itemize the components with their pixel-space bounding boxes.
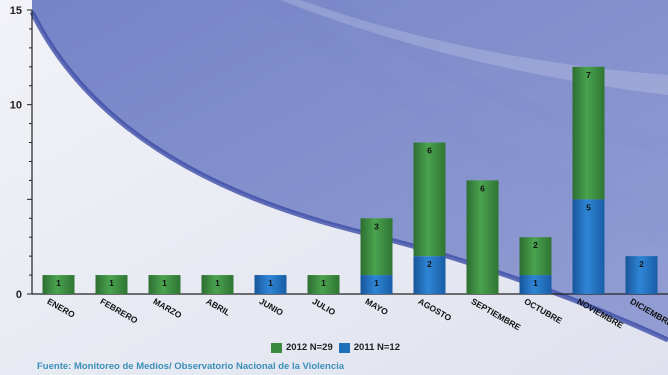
data-label: 2 [533, 240, 538, 250]
data-label: 1 [268, 278, 273, 288]
bar-segment [307, 275, 340, 294]
bar-segment [572, 199, 605, 294]
bar-segment [572, 66, 605, 200]
legend-swatch-2011 [338, 342, 350, 353]
bar-segment [413, 256, 446, 294]
legend-label-2012: 2012 N=29 [286, 342, 333, 353]
data-label: 1 [321, 278, 326, 288]
data-label: 1 [109, 278, 114, 288]
data-label: 3 [374, 221, 379, 231]
y-tick-label: 10 [10, 100, 22, 112]
bars [42, 66, 658, 294]
legend-label-2011: 2011 N=12 [353, 342, 400, 353]
bar-segment [95, 275, 128, 294]
bar-segment [360, 218, 393, 276]
source-note: Fuente: Monitoreo de Medios/ Observatori… [37, 361, 345, 372]
bar-segment [42, 275, 75, 294]
swoosh-highlight [280, 0, 668, 95]
bar-segment [413, 142, 446, 257]
bar-segment [201, 275, 234, 294]
legend-item-2011: 2011 N=12 [338, 342, 400, 353]
background-swoosh-main [32, 0, 668, 340]
data-label: 2 [639, 259, 644, 269]
data-label: 5 [586, 202, 591, 212]
data-label: 1 [56, 278, 61, 288]
bar-segment [360, 275, 393, 294]
legend: 2012 N=29 2011 N=12 [271, 342, 400, 353]
data-label: 1 [374, 278, 379, 288]
bar-segment [254, 275, 287, 294]
data-label: 6 [480, 183, 485, 193]
data-label: 1 [215, 278, 220, 288]
bar-segment [625, 256, 658, 294]
data-label: 7 [586, 70, 591, 80]
y-tick-label: 0 [16, 289, 22, 301]
legend-swatch-2012 [271, 342, 282, 353]
bar-segment [519, 237, 552, 276]
data-label: 2 [427, 259, 432, 269]
y-tick-label: 15 [10, 5, 22, 17]
bar-segment [466, 180, 499, 294]
bar-segment [519, 275, 552, 294]
data-label: 1 [533, 278, 538, 288]
bar-segment [148, 275, 181, 294]
data-label: 6 [427, 146, 432, 156]
data-label: 1 [162, 278, 167, 288]
swoosh-edge [29, 10, 668, 343]
legend-item-2012: 2012 N=29 [271, 342, 333, 353]
